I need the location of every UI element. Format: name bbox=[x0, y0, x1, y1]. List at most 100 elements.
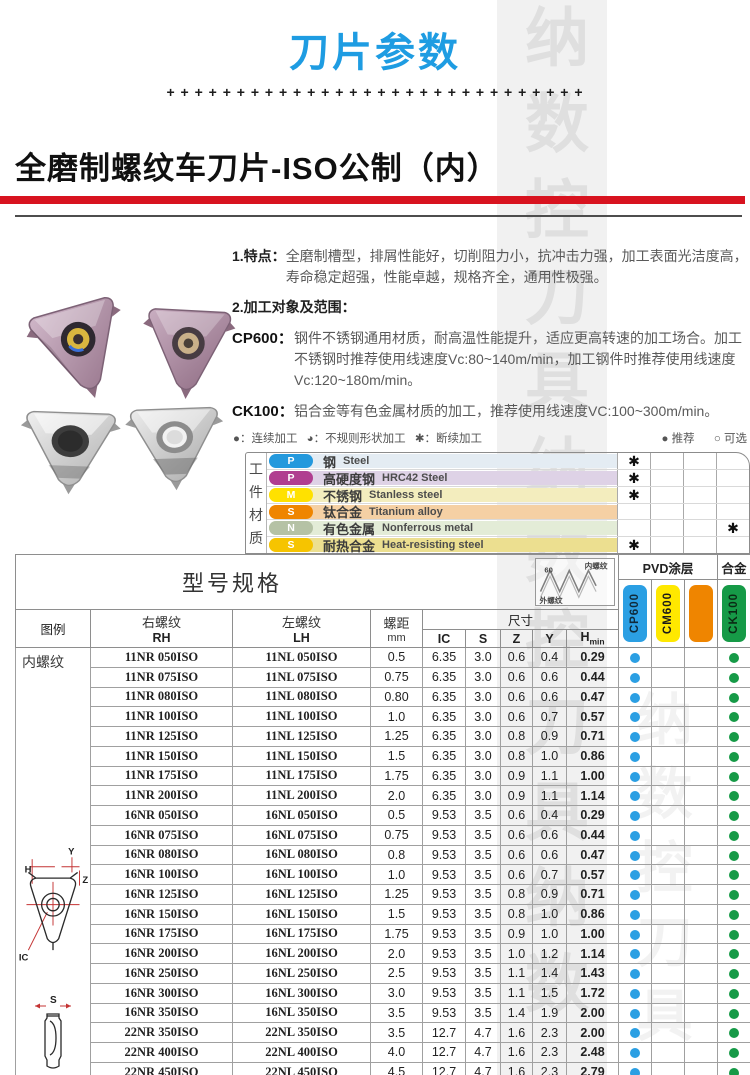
material-mark-cell bbox=[716, 487, 749, 503]
coating-dot-cell bbox=[651, 943, 686, 964]
z-cell: 0.6 bbox=[500, 824, 533, 846]
ic-cell: 9.53 bbox=[422, 1002, 466, 1024]
model-lh-cell: 22NL 350ISO bbox=[232, 1022, 371, 1043]
material-name-en: Heat-resisting steel bbox=[382, 539, 484, 551]
pitch-cell: 1.5 bbox=[370, 745, 423, 767]
dim-ic-label: IC bbox=[19, 953, 29, 964]
external-thread-label: 外螺纹 bbox=[540, 595, 563, 605]
coating-dot-cell bbox=[651, 903, 686, 925]
coating-dot-cell bbox=[618, 943, 653, 964]
table-row: 11NR 200ISO 11NL 200ISO 2.0 6.35 3.0 0.9 1.1 1.… bbox=[16, 785, 750, 806]
z-cell: 0.6 bbox=[500, 864, 533, 885]
pitch-cell: 3.0 bbox=[370, 982, 423, 1004]
y-cell: 0.9 bbox=[532, 884, 567, 905]
coating-dot-cell bbox=[717, 805, 750, 826]
ck100-dot bbox=[729, 949, 740, 960]
s-cell: 3.5 bbox=[465, 923, 501, 945]
material-name-en: Steel bbox=[343, 455, 370, 467]
ck100-dot bbox=[729, 811, 740, 822]
s-cell: 4.7 bbox=[465, 1042, 501, 1063]
z-cell: 1.4 bbox=[500, 1002, 533, 1024]
model-lh-cell: 22NL 400ISO bbox=[232, 1042, 371, 1063]
z-cell: 0.6 bbox=[500, 647, 533, 668]
coating-dot-cell bbox=[618, 982, 653, 1004]
coating-desc-ck100: CK100： 铝合金等有色金属材质的加工，推荐使用线速度VC:100~300m/… bbox=[232, 401, 748, 424]
legend-interrupted: ✱：断续加工 bbox=[414, 433, 482, 445]
coating-dot-cell bbox=[684, 864, 719, 885]
z-cell: 0.8 bbox=[500, 903, 533, 925]
material-name-cn: 耐热合金 bbox=[323, 538, 376, 554]
s-cell: 3.0 bbox=[465, 706, 501, 727]
cp600-dot bbox=[630, 672, 641, 683]
hmin-cell: 1.72 bbox=[565, 982, 620, 1004]
coating-dot-cell bbox=[618, 805, 653, 826]
orange-column-header bbox=[684, 579, 719, 648]
cp600-dot bbox=[630, 1048, 641, 1059]
y-cell: 0.6 bbox=[532, 844, 567, 866]
model-spec-header: 型号规格 60 内螺纹 外螺纹 bbox=[14, 554, 620, 610]
y-cell: 1.2 bbox=[532, 943, 567, 964]
lh-header: 左螺纹 LH bbox=[232, 609, 371, 648]
coating-dot-cell bbox=[684, 884, 719, 905]
hmin-cell: 1.14 bbox=[565, 785, 620, 806]
model-rh-cell: 16NR 080ISO bbox=[90, 844, 233, 866]
table-row: 16NR 075ISO 16NL 075ISO 0.75 9.53 3.5 0.6 0.6 0… bbox=[16, 824, 750, 846]
coating-dot-cell bbox=[717, 1002, 750, 1024]
model-rh-cell: 16NR 175ISO bbox=[90, 923, 233, 945]
coating-dot-cell bbox=[684, 666, 719, 688]
ck100-dot bbox=[729, 692, 740, 703]
dim-h-label: H bbox=[25, 865, 32, 876]
coating-dot-cell bbox=[651, 726, 686, 747]
table-row: 16NR 150ISO 16NL 150ISO 1.5 9.53 3.5 0.8 1.0 0.… bbox=[16, 903, 750, 925]
hmin-cell: 0.29 bbox=[565, 647, 620, 668]
s-cell: 3.5 bbox=[465, 884, 501, 905]
cp600-dot bbox=[630, 1028, 641, 1039]
header-row-columns: 图例 右螺纹 RH 左螺纹 LH 螺距 mm 尺寸 bbox=[15, 609, 750, 648]
intro-block: 1.特点： 全磨制槽型，排屑性能好，切削阻力小，抗冲击力强，加工表面光洁度高，寿… bbox=[232, 246, 748, 424]
coating-dot-cell bbox=[684, 745, 719, 767]
material-mark-cell bbox=[683, 520, 716, 536]
material-mark-cell bbox=[650, 487, 683, 503]
legend-optional: ○ 可选 bbox=[713, 433, 747, 445]
table-row: 16NR 175ISO 16NL 175ISO 1.75 9.53 3.5 0.9 1.0 1… bbox=[16, 923, 750, 945]
material-class-pill: M bbox=[269, 488, 313, 502]
ck100-pill: CK100 bbox=[722, 585, 747, 642]
model-lh-cell: 11NL 175ISO bbox=[232, 765, 371, 787]
model-lh-cell: 16NL 050ISO bbox=[232, 805, 371, 826]
z-cell: 0.9 bbox=[500, 765, 533, 787]
pvd-coating-header: PVD涂层 bbox=[618, 554, 719, 580]
model-lh-cell: 16NL 200ISO bbox=[232, 943, 371, 964]
y-cell: 0.7 bbox=[532, 706, 567, 727]
model-rh-cell: 16NR 150ISO bbox=[90, 903, 233, 925]
coating-dot-cell bbox=[618, 647, 653, 668]
ck100-dot bbox=[729, 850, 740, 861]
material-name-en: Stanless steel bbox=[369, 489, 443, 501]
s-cell: 3.0 bbox=[465, 666, 501, 688]
y-header: Y bbox=[532, 629, 567, 648]
dim-s-label: S bbox=[50, 995, 57, 1006]
ic-header: IC bbox=[422, 629, 466, 648]
s-cell: 3.5 bbox=[465, 982, 501, 1004]
hmin-cell: 1.43 bbox=[565, 963, 620, 984]
z-cell: 1.0 bbox=[500, 943, 533, 964]
materials-rows: P 钢 Steel ✱ P 高硬度钢 HRC42 Steel ✱ M 不锈钢 Stanless st… bbox=[267, 453, 749, 554]
coating-code: CK100： bbox=[232, 403, 294, 420]
material-mark-cell bbox=[650, 520, 683, 536]
material-class-pill: P bbox=[269, 454, 313, 468]
ck100-column-header: CK100 bbox=[717, 579, 750, 648]
table-row: 11NR 150ISO 11NL 150ISO 1.5 6.35 3.0 0.8 1.0 0.… bbox=[16, 745, 750, 767]
recommendation-legend: ● 推荐 ○ 可选 bbox=[645, 430, 747, 446]
z-cell: 0.8 bbox=[500, 745, 533, 767]
material-name-cn: 有色金属 bbox=[323, 521, 376, 537]
model-lh-cell: 16NL 100ISO bbox=[232, 864, 371, 885]
coating-dot-cell bbox=[717, 943, 750, 964]
material-row: S 耐热合金 Heat-resisting steel ✱ bbox=[267, 537, 749, 554]
model-lh-cell: 22NL 450ISO bbox=[232, 1061, 371, 1075]
cm600-pill: CM600 bbox=[656, 585, 681, 642]
cp600-pill: CP600 bbox=[623, 585, 648, 642]
coating-dot-cell bbox=[618, 1061, 653, 1075]
z-cell: 0.6 bbox=[500, 686, 533, 708]
coating-text: 钢件不锈钢通用材质，耐高温性能提升，适应更高转速的加工场合。加工不锈钢时推荐使用… bbox=[294, 330, 742, 388]
coating-dot-cell bbox=[651, 982, 686, 1004]
coating-dot-cell bbox=[717, 706, 750, 727]
